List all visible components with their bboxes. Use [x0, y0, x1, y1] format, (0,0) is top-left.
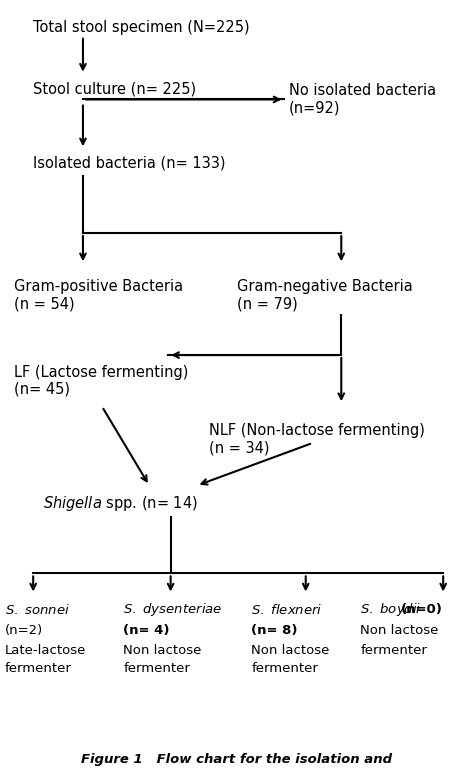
Text: LF (Lactose fermenting)
(n= 45): LF (Lactose fermenting) (n= 45)	[14, 364, 189, 397]
Text: No isolated bacteria
(n=92): No isolated bacteria (n=92)	[289, 83, 436, 116]
Text: NLF (Non-lactose fermenting)
(n = 34): NLF (Non-lactose fermenting) (n = 34)	[209, 423, 424, 455]
Text: fermenter: fermenter	[5, 662, 72, 674]
Text: Gram-positive Bacteria
(n = 54): Gram-positive Bacteria (n = 54)	[14, 279, 183, 312]
Text: Isolated bacteria (n= 133): Isolated bacteria (n= 133)	[33, 155, 226, 171]
Text: Stool culture (n= 225): Stool culture (n= 225)	[33, 82, 196, 97]
Text: (n= 4): (n= 4)	[123, 625, 170, 637]
Text: Late-lactose: Late-lactose	[5, 644, 86, 657]
Text: (n=2): (n=2)	[5, 625, 43, 637]
Text: Non lactose: Non lactose	[360, 625, 438, 637]
Text: Total stool specimen (N=225): Total stool specimen (N=225)	[33, 19, 250, 35]
Text: $\it{S.\ boydii}$: $\it{S.\ boydii}$	[360, 601, 422, 618]
Text: Non lactose: Non lactose	[123, 644, 201, 657]
Text: (n= 8): (n= 8)	[251, 625, 298, 637]
Text: $\it{S.\ dysenteriae}$: $\it{S.\ dysenteriae}$	[123, 601, 223, 618]
Text: $\it{S.\ sonnei}$: $\it{S.\ sonnei}$	[5, 603, 70, 617]
Text: fermenter: fermenter	[360, 644, 427, 657]
Text: Non lactose: Non lactose	[251, 644, 329, 657]
Text: Gram-negative Bacteria
(n = 79): Gram-negative Bacteria (n = 79)	[237, 279, 413, 312]
Text: $\it{Shigella}$ spp. (n= 14): $\it{Shigella}$ spp. (n= 14)	[43, 494, 198, 513]
Text: fermenter: fermenter	[123, 662, 190, 674]
Text: $\it{S.\ flexneri}$: $\it{S.\ flexneri}$	[251, 603, 323, 617]
Text: fermenter: fermenter	[251, 662, 318, 674]
Text: (n=0): (n=0)	[401, 604, 442, 616]
Text: Figure 1   Flow chart for the isolation and: Figure 1 Flow chart for the isolation an…	[82, 754, 392, 766]
